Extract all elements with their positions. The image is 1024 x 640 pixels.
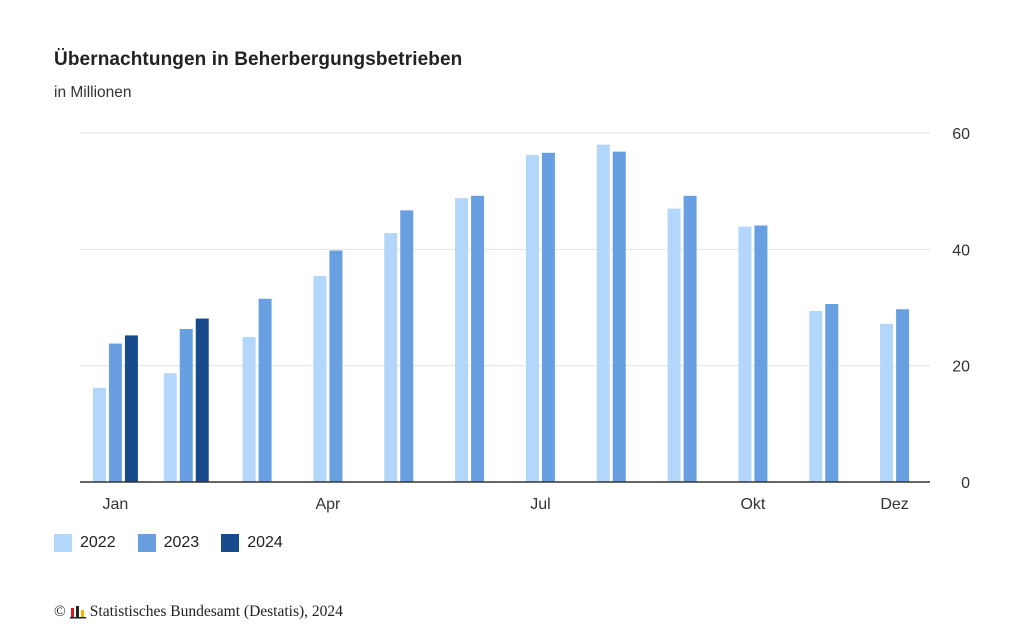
bar-2022-Nov (809, 310, 823, 482)
source-text: Statistisches Bundesamt (Destatis), 2024 (89, 603, 343, 620)
x-tick-label-Okt: Okt (740, 496, 765, 513)
chart-subtitle: in Millionen (54, 84, 132, 101)
bar-2022-Apr (313, 276, 327, 482)
bar-2022-Okt (738, 226, 752, 482)
y-tick-label-40: 40 (952, 242, 970, 259)
bar-2023-Jan (108, 343, 122, 482)
destatis-logo-icon (69, 606, 86, 619)
chart-legend: 2022 2023 2024 (54, 534, 283, 552)
bar-2023-Mai (400, 210, 414, 482)
x-tick-label-Jan: Jan (103, 496, 129, 513)
bar-2023-Sep (683, 195, 697, 482)
x-tick-label-Jul: Jul (530, 496, 550, 513)
bar-2022-Mär (242, 337, 256, 482)
x-tick-label-Apr: Apr (315, 496, 341, 513)
legend-item-2024[interactable]: 2024 (221, 534, 283, 552)
source-footer: © Statistisches Bundesamt (Destatis), 20… (54, 603, 343, 621)
bar-2023-Aug (612, 151, 626, 482)
bar-2023-Feb (179, 329, 193, 482)
bar-2023-Jul (541, 152, 555, 482)
bar-2023-Apr (329, 250, 343, 482)
y-tick-label-0: 0 (961, 475, 970, 492)
bar-chart: 0 20 40 60 Jan Apr Jul Okt Dez (80, 126, 970, 513)
legend-swatch-2022 (54, 534, 72, 552)
bar-2024-Jan (124, 335, 138, 482)
legend-item-2022[interactable]: 2022 (54, 534, 116, 552)
bar-2024-Feb (195, 318, 209, 482)
legend-item-2023[interactable]: 2023 (137, 534, 200, 552)
legend-label-2022: 2022 (80, 534, 116, 551)
bar-2022-Aug (596, 144, 610, 482)
bar-2022-Jan (92, 387, 106, 482)
bar-2023-Okt (754, 225, 768, 483)
bar-2022-Jun (455, 198, 469, 482)
bar-2022-Jul (525, 155, 539, 482)
bar-2022-Dez (880, 323, 894, 482)
copyright-symbol: © (54, 603, 66, 620)
bar-2023-Nov (825, 304, 839, 482)
bar-2022-Mai (384, 233, 398, 482)
legend-label-2024: 2024 (247, 534, 283, 551)
x-tick-label-Dez: Dez (880, 496, 908, 513)
bar-2022-Sep (667, 208, 681, 482)
y-tick-label-20: 20 (952, 359, 970, 376)
bar-2022-Feb (163, 373, 177, 482)
legend-swatch-2023 (137, 534, 156, 552)
y-tick-label-60: 60 (952, 126, 970, 143)
bar-2023-Jun (471, 195, 485, 482)
chart-title: Übernachtungen in Beherbergungsbetrieben (54, 49, 463, 70)
bar-2023-Mär (258, 298, 272, 482)
bar-2023-Dez (896, 309, 910, 482)
legend-swatch-2024 (221, 534, 240, 552)
legend-label-2023: 2023 (163, 534, 200, 551)
